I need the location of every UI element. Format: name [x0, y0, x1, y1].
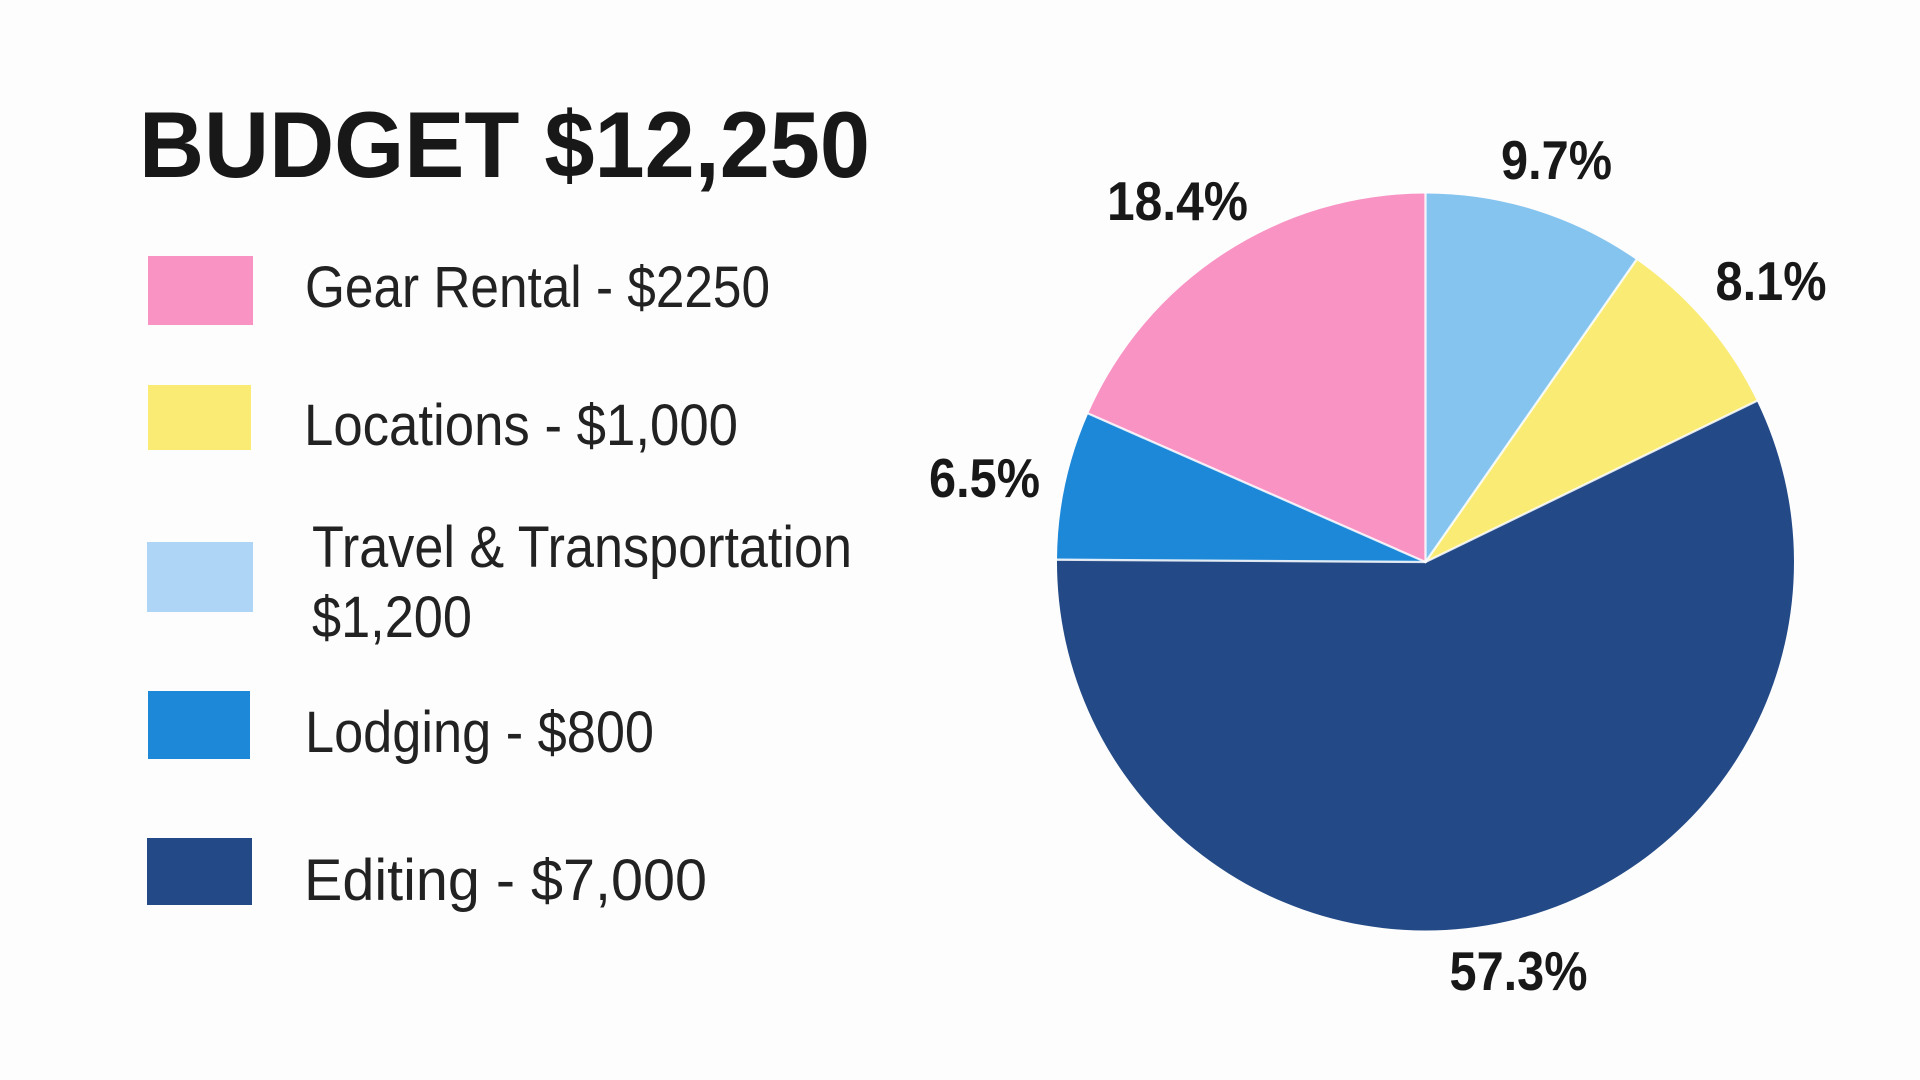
svg-text:Travel & Transportation: Travel & Transportation	[312, 515, 852, 580]
svg-text:Lodging - $800: Lodging - $800	[305, 700, 654, 765]
svg-text:8.1%: 8.1%	[1716, 250, 1827, 312]
svg-text:Editing - $7,000: Editing - $7,000	[304, 848, 707, 913]
svg-text:$1,200: $1,200	[312, 585, 472, 650]
svg-text:BUDGET $12,250: BUDGET $12,250	[139, 92, 870, 197]
svg-text:18.4%: 18.4%	[1107, 170, 1248, 232]
svg-text:6.5%: 6.5%	[929, 447, 1040, 509]
svg-text:Gear Rental - $2250: Gear Rental - $2250	[305, 255, 770, 320]
svg-text:9.7%: 9.7%	[1501, 129, 1612, 191]
svg-text:57.3%: 57.3%	[1450, 940, 1588, 1002]
svg-text:Locations - $1,000: Locations - $1,000	[304, 393, 738, 458]
